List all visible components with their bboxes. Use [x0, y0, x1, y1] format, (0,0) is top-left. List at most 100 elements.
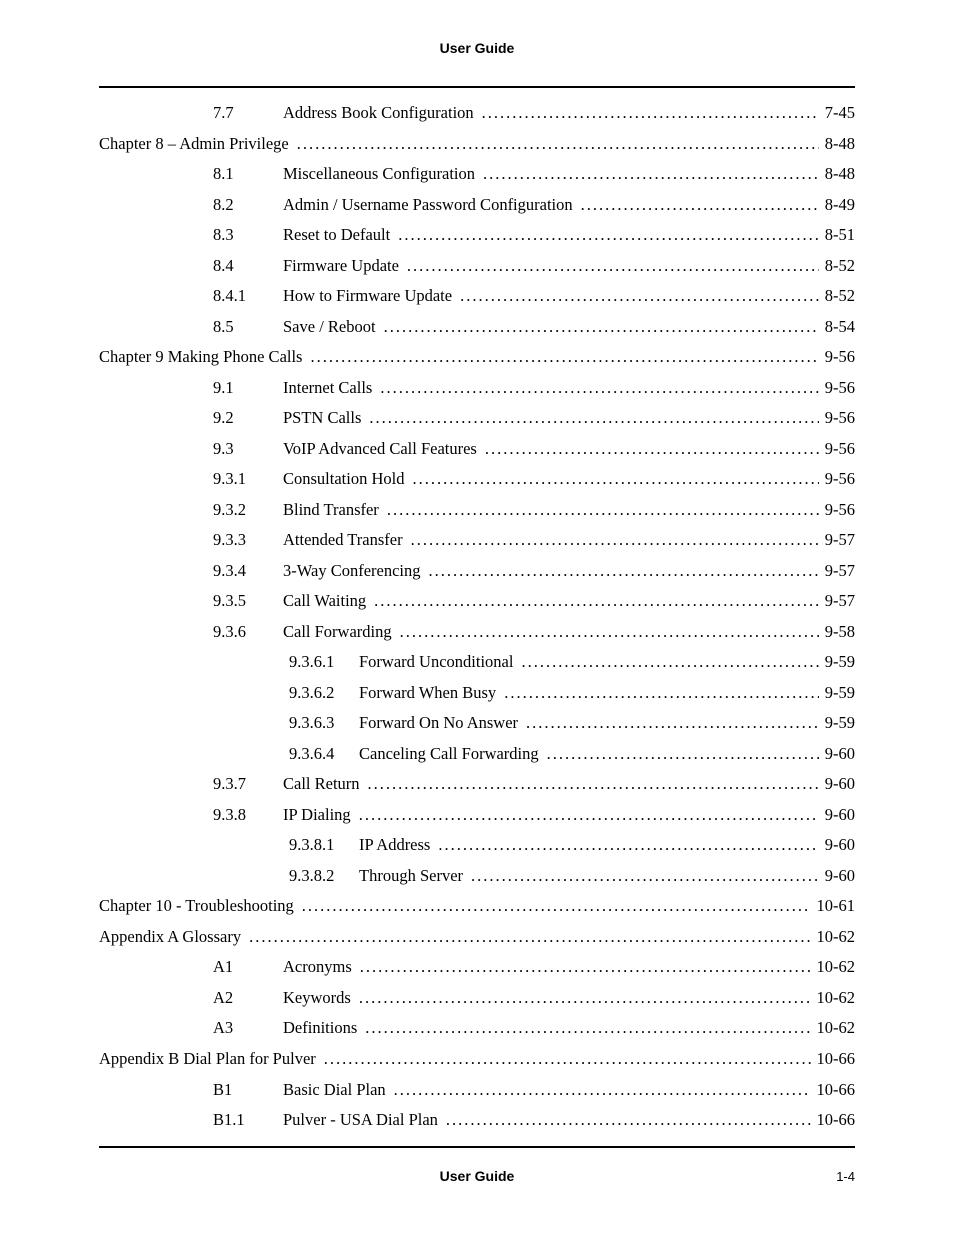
toc-entry-number: 7.7 [213, 98, 283, 129]
toc-entry-page: 10-61 [813, 891, 856, 922]
toc-entry-number: A2 [213, 983, 283, 1014]
toc-entry-label: 8.3Reset to Default [213, 220, 396, 251]
toc-entry-page: 10-62 [813, 922, 856, 953]
toc-entry: Chapter 9 Making Phone Calls9-56 [99, 342, 855, 373]
toc-entry-title: Forward When Busy [359, 683, 496, 702]
toc-dot-leader [547, 739, 819, 770]
toc-entry-number: 8.2 [213, 190, 283, 221]
table-of-contents: 7.7Address Book Configuration7-45 Chapter… [99, 98, 855, 1136]
toc-dot-leader [324, 1044, 811, 1075]
toc-entry-title: How to Firmware Update [283, 286, 452, 305]
toc-entry-page: 9-59 [821, 647, 855, 678]
toc-entry-number: 8.5 [213, 312, 283, 343]
toc-entry: 9.3.6Call Forwarding 9-58 [99, 617, 855, 648]
toc-entry-page: 9-60 [821, 800, 855, 831]
toc-entry: 9.3.6.2Forward When Busy9-59 [99, 678, 855, 709]
toc-dot-leader [374, 586, 819, 617]
toc-entry-label: 9.3.8IP Dialing [213, 800, 357, 831]
toc-entry-page: 10-66 [813, 1044, 856, 1075]
toc-entry-label: 8.1Miscellaneous Configuration [213, 159, 481, 190]
toc-dot-leader [310, 342, 818, 373]
toc-entry: B1Basic Dial Plan10-66 [99, 1075, 855, 1106]
toc-entry: 9.3.8.2Through Server9-60 [99, 861, 855, 892]
toc-entry-title: Definitions [283, 1018, 357, 1037]
toc-dot-leader [446, 1105, 811, 1136]
toc-entry-title: Basic Dial Plan [283, 1080, 386, 1099]
toc-dot-leader [369, 403, 818, 434]
toc-entry-number: 8.1 [213, 159, 283, 190]
toc-entry-label: 9.3.6Call Forwarding [213, 617, 398, 648]
toc-entry-label: 9.3.1Consultation Hold [213, 464, 410, 495]
toc-entry: 8.2Admin / Username Password Configurati… [99, 190, 855, 221]
toc-dot-leader [504, 678, 819, 709]
toc-entry-number: 9.3.6.4 [289, 739, 359, 770]
toc-entry-page: 9-56 [821, 434, 855, 465]
toc-entry-title: Canceling Call Forwarding [359, 744, 539, 763]
toc-entry: 9.3.8IP Dialing 9-60 [99, 800, 855, 831]
toc-entry-title: Acronyms [283, 957, 352, 976]
toc-entry-title: Consultation Hold [283, 469, 404, 488]
toc-entry-page: 8-48 [821, 159, 855, 190]
toc-dot-leader [526, 708, 819, 739]
toc-entry: 9.3.6.4Canceling Call Forwarding 9-60 [99, 739, 855, 770]
toc-entry-page: 9-56 [821, 373, 855, 404]
toc-dot-leader [297, 129, 819, 160]
toc-entry-number: A3 [213, 1013, 283, 1044]
toc-entry-number: 9.1 [213, 373, 283, 404]
toc-entry-number: 9.3 [213, 434, 283, 465]
toc-entry: Chapter 10 - Troubleshooting10-61 [99, 891, 855, 922]
toc-entry-number: 9.3.3 [213, 525, 283, 556]
toc-entry-title: VoIP Advanced Call Features [283, 439, 477, 458]
toc-dot-leader [387, 495, 819, 526]
page-header: User Guide [99, 40, 855, 56]
toc-dot-leader [581, 190, 819, 221]
toc-entry-number: 9.3.8.1 [289, 830, 359, 861]
toc-entry-number: 9.3.8 [213, 800, 283, 831]
toc-entry-page: 9-56 [821, 464, 855, 495]
toc-entry-label: 9.3.6.4Canceling Call Forwarding [289, 739, 545, 770]
toc-entry-page: 9-60 [821, 861, 855, 892]
toc-entry-page: 9-60 [821, 830, 855, 861]
toc-entry: 7.7Address Book Configuration7-45 [99, 98, 855, 129]
toc-entry: Appendix B Dial Plan for Pulver10-66 [99, 1044, 855, 1075]
bottom-divider [99, 1146, 855, 1148]
toc-entry: 8.5Save / Reboot8-54 [99, 312, 855, 343]
toc-entry-number: B1.1 [213, 1105, 283, 1136]
page-footer: User Guide 1-4 [99, 1168, 855, 1184]
toc-entry-label: 8.5Save / Reboot [213, 312, 382, 343]
toc-entry-number: 9.3.6.2 [289, 678, 359, 709]
toc-entry-label: B1.1Pulver - USA Dial Plan [213, 1105, 444, 1136]
toc-dot-leader [411, 525, 819, 556]
toc-entry: 9.2PSTN Calls9-56 [99, 403, 855, 434]
toc-dot-leader [302, 891, 811, 922]
toc-entry-title: Blind Transfer [283, 500, 379, 519]
toc-entry-title: Internet Calls [283, 378, 372, 397]
toc-entry-label: 9.3.6.2Forward When Busy [289, 678, 502, 709]
toc-entry-title: Attended Transfer [283, 530, 403, 549]
toc-dot-leader [398, 220, 819, 251]
toc-entry-label: 8.2Admin / Username Password Configurati… [213, 190, 579, 221]
toc-dot-leader [394, 1075, 811, 1106]
toc-entry-title: Miscellaneous Configuration [283, 164, 475, 183]
toc-entry-label: 9.3.43-Way Conferencing [213, 556, 427, 587]
toc-entry: 8.3Reset to Default8-51 [99, 220, 855, 251]
toc-entry-title: Call Waiting [283, 591, 366, 610]
toc-entry-page: 10-62 [813, 952, 856, 983]
toc-entry-label: Appendix A Glossary [99, 922, 247, 953]
toc-entry-page: 9-56 [821, 495, 855, 526]
toc-entry-label: 9.3VoIP Advanced Call Features [213, 434, 483, 465]
toc-entry-label: 7.7Address Book Configuration [213, 98, 480, 129]
toc-entry-label: 9.3.5Call Waiting [213, 586, 372, 617]
toc-entry-page: 8-48 [821, 129, 855, 160]
toc-entry-page: 9-60 [821, 739, 855, 770]
toc-entry-number: 8.4 [213, 251, 283, 282]
toc-entry-title: 3-Way Conferencing [283, 561, 421, 580]
toc-entry: 9.1Internet Calls 9-56 [99, 373, 855, 404]
toc-entry: 9.3.2Blind Transfer9-56 [99, 495, 855, 526]
toc-entry-page: 9-57 [821, 525, 855, 556]
toc-entry: 9.3.43-Way Conferencing9-57 [99, 556, 855, 587]
toc-dot-leader [400, 617, 819, 648]
toc-entry-number: 9.3.5 [213, 586, 283, 617]
toc-entry-label: A1Acronyms [213, 952, 358, 983]
toc-entry-page: 9-58 [821, 617, 855, 648]
